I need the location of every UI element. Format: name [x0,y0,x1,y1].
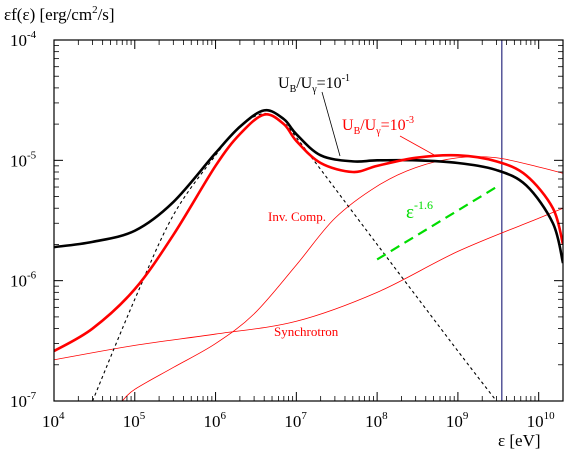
plot-frame [53,39,564,402]
black-label-pointer [321,91,341,157]
slope-guide-line [376,186,498,261]
x-tick-label: 108 [365,410,388,431]
y-tick-label: 10-4 [10,29,37,50]
svg-text:UB/Uγ=10-3: UB/Uγ=10-3 [342,115,414,137]
x-axis-title: ε [eV] [498,431,541,450]
slope-label: ε-1.6 [406,198,433,223]
red-label-pointer [399,135,437,157]
synchrotron-label: Synchrotron [274,324,339,339]
x-tick-label: 104 [42,410,65,431]
x-tick-label: 109 [446,410,469,431]
svg-text:UB/Uγ=10-1: UB/Uγ=10-1 [278,73,350,95]
y-axis-title: εf(ε) [erg/cm2/s] [4,4,115,24]
red-curve-label: UB/Uγ=10-3 [342,115,437,157]
y-tick-label: 10-5 [10,149,37,170]
x-tick-label: 1010 [527,410,556,431]
y-tick-label: 10-6 [10,270,37,291]
seed-photon-spectrum [92,112,497,401]
synchrotron-component [54,207,563,361]
inverse-compton-component [121,156,563,401]
inv-comp-label: Inv. Comp. [268,209,326,224]
x-tick-label: 106 [204,410,227,431]
total-spectrum-ub-1e-3 [54,113,563,353]
y-tick-label: 10-7 [10,390,37,411]
x-tick-label: 107 [284,410,307,431]
total-spectrum-ub-1e-1 [54,108,563,264]
x-tick-label: 105 [123,410,146,431]
black-curve-label: UB/Uγ=10-1 [278,73,350,157]
